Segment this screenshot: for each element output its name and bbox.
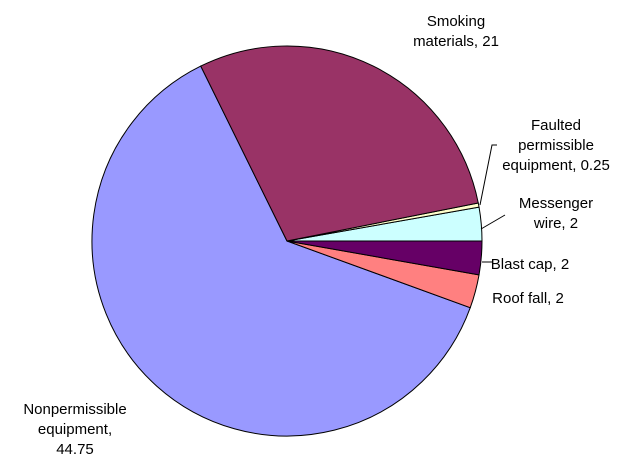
slice-label-nonpermissible-equipment: Nonpermissible equipment, 44.75 (23, 401, 126, 458)
pie-slice-nonpermissible-equipment (91, 65, 471, 437)
slice-label-line: Roof fall, 2 (492, 290, 564, 307)
slice-label-line: equipment, 0.25 (502, 157, 610, 174)
slice-label-blast-cap: Blast cap, 2 (491, 256, 569, 273)
slice-label-smoking-materials: Smoking materials, 21 (413, 13, 499, 50)
slice-label-line: wire, 2 (533, 215, 578, 232)
slice-label-line: permissible (518, 137, 594, 154)
pie-slice-smoking-materials (200, 45, 479, 242)
slice-label-messenger-wire: Messenger wire, 2 (519, 195, 593, 232)
leader-lines (479, 144, 506, 263)
slice-label-line: 44.75 (56, 441, 94, 458)
pie-slices (91, 45, 483, 437)
slice-label-faulted-permissible-equipment: Faulted permissible equipment, 0.25 (502, 117, 610, 174)
slice-label-line: Faulted (531, 117, 581, 134)
slice-label-line: Nonpermissible (23, 401, 126, 418)
leader-line-faulted-permissible-equipment (479, 144, 497, 206)
slice-label-line: Blast cap, 2 (491, 256, 569, 273)
slice-label-line: equipment, (38, 421, 112, 438)
leader-line-messenger-wire (480, 214, 506, 230)
slice-label-line: materials, 21 (413, 33, 499, 50)
slice-label-line: Smoking (427, 13, 485, 30)
slice-label-line: Messenger (519, 195, 593, 212)
slice-labels: Nonpermissible equipment, 44.75 Roof fall, … (23, 13, 609, 458)
slice-label-roof-fall: Roof fall, 2 (492, 290, 564, 307)
